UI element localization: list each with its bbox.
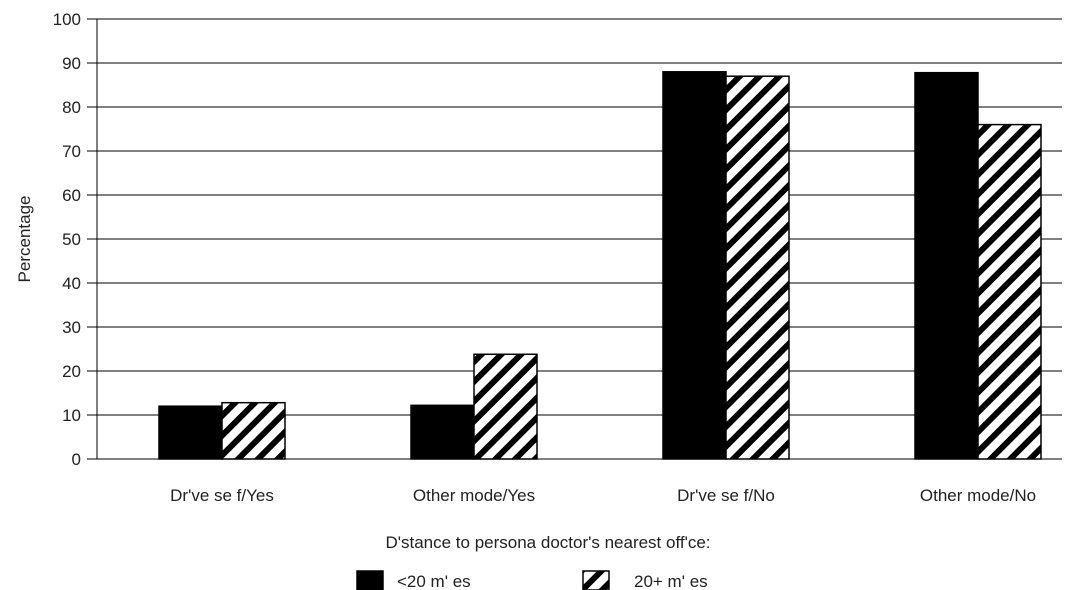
y-tick-label: 90 bbox=[62, 54, 81, 73]
bar-20-plus-miles-2 bbox=[725, 75, 790, 460]
category-labels: Dr've se f/Yes Other mode/Yes Dr've se f/N… bbox=[170, 486, 1036, 505]
bar-20-plus-miles-1 bbox=[473, 353, 538, 460]
y-tick-label: 70 bbox=[62, 142, 81, 161]
y-tick-label: 60 bbox=[62, 186, 81, 205]
x-category-label: Other mode/No bbox=[920, 486, 1036, 505]
y-axis-title: Percentage bbox=[15, 196, 34, 283]
y-tick-label: 10 bbox=[62, 406, 81, 425]
legend: <20 m' es 20+ m' es bbox=[356, 570, 708, 590]
bar-under-20-miles-1 bbox=[410, 404, 475, 460]
bars bbox=[158, 71, 1042, 460]
legend-swatch-20-plus-miles bbox=[582, 570, 610, 590]
bar-under-20-miles-3 bbox=[914, 71, 979, 460]
y-tick-label: 30 bbox=[62, 318, 81, 337]
x-category-label: Other mode/Yes bbox=[413, 486, 535, 505]
legend-swatch-under-20-miles bbox=[356, 570, 384, 590]
bar-20-plus-miles-0 bbox=[221, 401, 286, 460]
y-tick-label: 100 bbox=[53, 10, 81, 29]
y-tick-label: 20 bbox=[62, 362, 81, 381]
x-category-label: Dr've se f/Yes bbox=[170, 486, 274, 505]
x-axis-title: D'stance to persona doctor's nearest off… bbox=[385, 533, 710, 552]
y-tick-label: 80 bbox=[62, 98, 81, 117]
y-axis-ticks: 0 10 20 30 40 50 60 70 80 90 100 bbox=[53, 10, 81, 469]
y-tick-label: 40 bbox=[62, 274, 81, 293]
legend-label: <20 m' es bbox=[397, 572, 471, 590]
legend-label: 20+ m' es bbox=[634, 572, 708, 590]
y-tick-label: 0 bbox=[72, 450, 81, 469]
bar-20-plus-miles-3 bbox=[977, 123, 1042, 460]
bar-under-20-miles-0 bbox=[158, 405, 223, 460]
x-category-label: Dr've se f/No bbox=[677, 486, 775, 505]
bar-under-20-miles-2 bbox=[662, 71, 727, 460]
y-tick-label: 50 bbox=[62, 230, 81, 249]
